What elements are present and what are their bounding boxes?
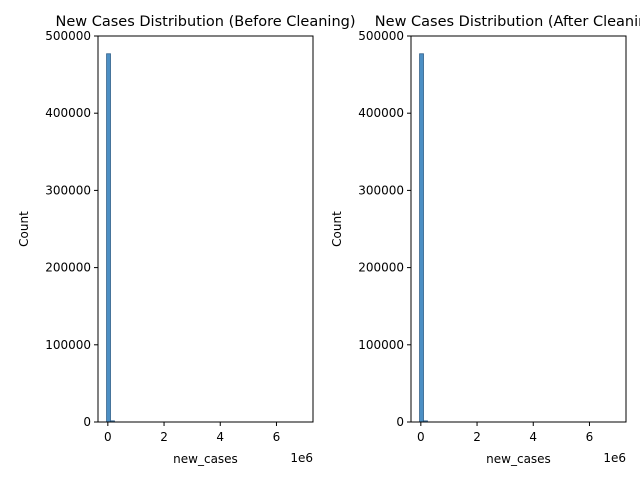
x-tick-label: 6 xyxy=(586,430,594,444)
x-axis-offset-label: 1e6 xyxy=(603,451,626,465)
axes-frame xyxy=(410,35,627,423)
x-axis-offset-label: 1e6 xyxy=(290,451,313,465)
y-tick-label: 500000 xyxy=(45,29,91,43)
y-tick-label: 400000 xyxy=(358,106,404,120)
y-tick-label: 200000 xyxy=(45,261,91,275)
y-tick-label: 100000 xyxy=(358,338,404,352)
histogram-before-cleaning: 0 100000 200000 300000 400000 500000 0 2 4 6 1e6 ne… xyxy=(17,14,356,466)
y-tick-label: 0 xyxy=(83,415,91,429)
y-axis-label: Count xyxy=(330,211,344,247)
y-tick-label: 200000 xyxy=(358,261,404,275)
x-tick-label: 6 xyxy=(273,430,281,444)
x-tick-label: 2 xyxy=(160,430,168,444)
x-tick-label: 2 xyxy=(473,430,481,444)
y-tick-label: 500000 xyxy=(358,29,404,43)
chart-title: New Cases Distribution (After Cleaning) xyxy=(375,14,640,30)
histogram-after-cleaning: 0 100000 200000 300000 400000 500000 0 2 4 6 1e6 ne… xyxy=(330,14,640,466)
chart-title: New Cases Distribution (Before Cleaning) xyxy=(56,14,356,30)
y-tick-label: 100000 xyxy=(45,338,91,352)
x-axis-label: new_cases xyxy=(486,452,551,466)
y-tick-label: 300000 xyxy=(45,183,91,197)
x-axis-label: new_cases xyxy=(173,452,238,466)
x-tick-label: 0 xyxy=(104,430,112,444)
y-tick-label: 400000 xyxy=(45,106,91,120)
histogram-bar xyxy=(419,53,424,423)
y-axis-label: Count xyxy=(17,211,31,247)
histogram-bar xyxy=(106,53,111,423)
y-tick-label: 0 xyxy=(396,415,404,429)
x-tick-label: 4 xyxy=(216,430,224,444)
x-tick-label: 0 xyxy=(417,430,425,444)
y-tick-label: 300000 xyxy=(358,183,404,197)
axes-frame xyxy=(97,35,314,423)
x-tick-label: 4 xyxy=(529,430,537,444)
